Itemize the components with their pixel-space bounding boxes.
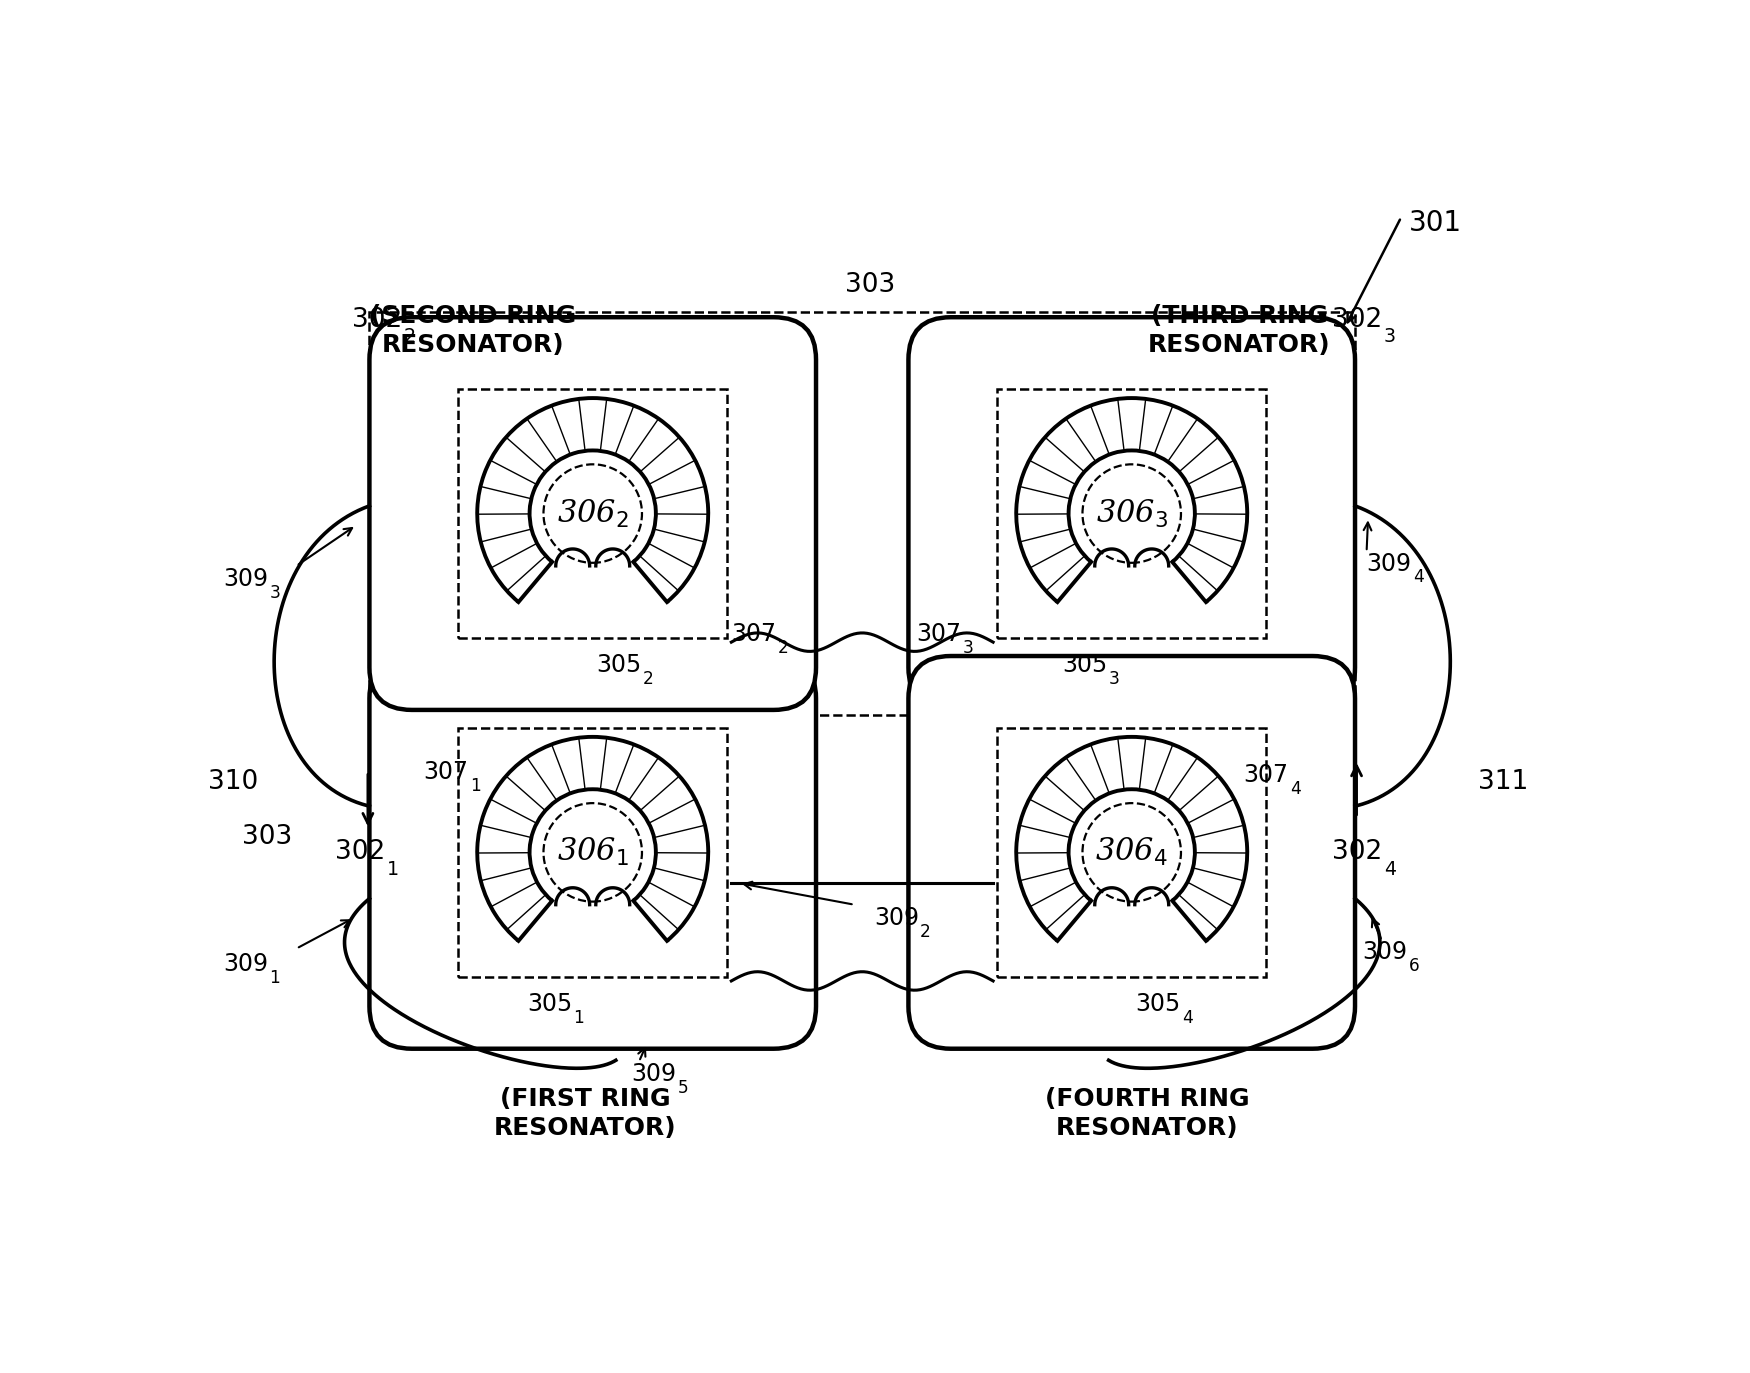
Text: 309: 309 — [1367, 552, 1412, 575]
Text: 3: 3 — [1110, 670, 1120, 688]
Text: 4: 4 — [1412, 568, 1424, 586]
Text: 309: 309 — [632, 1063, 676, 1086]
Text: 302: 302 — [1332, 839, 1382, 865]
Text: 301: 301 — [1409, 210, 1461, 238]
Text: 306$_1$: 306$_1$ — [556, 836, 628, 868]
Text: (SECOND RING
RESONATOR): (SECOND RING RESONATOR) — [371, 305, 576, 357]
Text: 310: 310 — [208, 769, 257, 795]
Text: 3: 3 — [963, 640, 973, 658]
Text: 302: 302 — [352, 306, 402, 332]
Text: 307: 307 — [1242, 763, 1288, 787]
Text: 311: 311 — [1479, 769, 1528, 795]
Bar — [458, 389, 728, 638]
Text: 305: 305 — [1136, 993, 1181, 1016]
Bar — [997, 389, 1267, 638]
Text: 306$_2$: 306$_2$ — [556, 497, 628, 530]
Text: 303: 303 — [242, 824, 292, 850]
Text: 1: 1 — [387, 859, 399, 879]
Text: 2: 2 — [404, 327, 415, 346]
FancyBboxPatch shape — [908, 317, 1354, 710]
Text: 6: 6 — [1409, 957, 1419, 975]
Text: 1: 1 — [574, 1009, 584, 1027]
FancyBboxPatch shape — [369, 656, 816, 1049]
Text: 305: 305 — [597, 654, 642, 677]
Text: (FIRST RING
RESONATOR): (FIRST RING RESONATOR) — [493, 1087, 676, 1140]
Text: 306$_4$: 306$_4$ — [1096, 836, 1169, 868]
Text: 303: 303 — [845, 272, 894, 298]
Text: 307: 307 — [917, 622, 961, 647]
Text: 4: 4 — [1384, 859, 1396, 879]
Text: 305: 305 — [1062, 654, 1108, 677]
Text: 309: 309 — [224, 951, 268, 976]
Text: 2: 2 — [642, 670, 654, 688]
Text: 309: 309 — [1363, 941, 1407, 964]
Text: 3: 3 — [1384, 327, 1396, 346]
FancyBboxPatch shape — [908, 656, 1354, 1049]
Text: (THIRD RING
RESONATOR): (THIRD RING RESONATOR) — [1148, 305, 1330, 357]
Text: 309: 309 — [224, 567, 268, 590]
FancyBboxPatch shape — [369, 317, 816, 710]
Bar — [458, 728, 728, 978]
Text: 307: 307 — [424, 761, 469, 784]
Text: 307: 307 — [732, 622, 777, 647]
Text: 2: 2 — [920, 923, 931, 941]
Text: 302: 302 — [334, 839, 385, 865]
Text: 305: 305 — [527, 993, 572, 1016]
Text: 4: 4 — [1181, 1009, 1194, 1027]
Text: 306$_3$: 306$_3$ — [1096, 497, 1167, 530]
Text: 302: 302 — [1332, 306, 1382, 332]
Text: (FOURTH RING
RESONATOR): (FOURTH RING RESONATOR) — [1045, 1087, 1250, 1140]
Text: 2: 2 — [777, 640, 789, 658]
Text: 4: 4 — [1290, 780, 1300, 798]
Text: 1: 1 — [270, 969, 280, 987]
Text: 3: 3 — [270, 584, 280, 601]
Bar — [997, 728, 1267, 978]
Bar — [369, 312, 1354, 715]
Text: 5: 5 — [677, 1079, 688, 1097]
Text: 1: 1 — [469, 777, 481, 795]
Text: 309: 309 — [873, 906, 919, 930]
